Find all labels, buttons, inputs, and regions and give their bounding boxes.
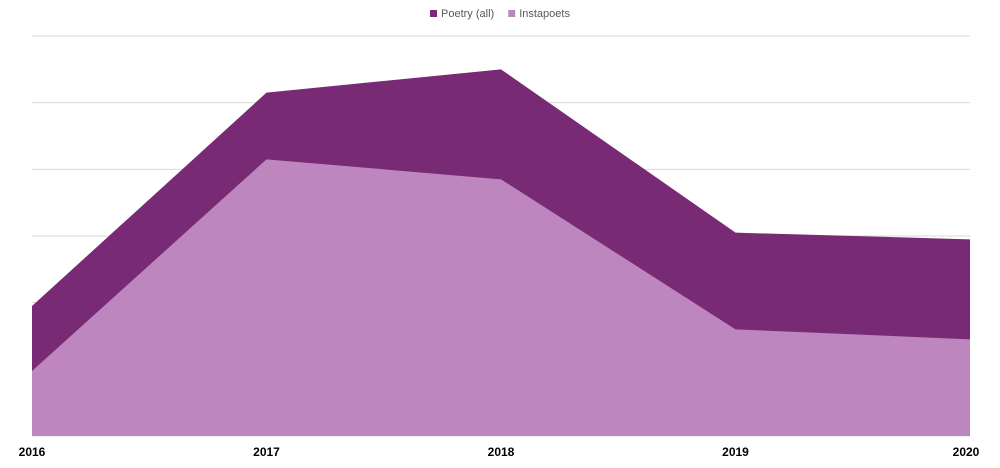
legend-label-poetry-all: Poetry (all) [441, 8, 494, 20]
area-series-instapoets [32, 159, 970, 437]
x-axis-ticks: 2016 2017 2018 2019 2020 [19, 445, 980, 459]
x-tick-label: 2019 [722, 445, 749, 459]
x-tick-label: 2017 [253, 445, 280, 459]
x-tick-label: 2016 [19, 445, 46, 459]
legend-label-instapoets: Instapoets [519, 8, 570, 20]
x-tick-label: 2020 [953, 445, 980, 459]
legend-swatch-instapoets [508, 10, 516, 17]
legend: Poetry (all) Instapoets [430, 8, 570, 20]
area-series [32, 69, 970, 437]
legend-swatch-poetry-all [430, 10, 438, 17]
x-tick-label: 2018 [488, 445, 515, 459]
